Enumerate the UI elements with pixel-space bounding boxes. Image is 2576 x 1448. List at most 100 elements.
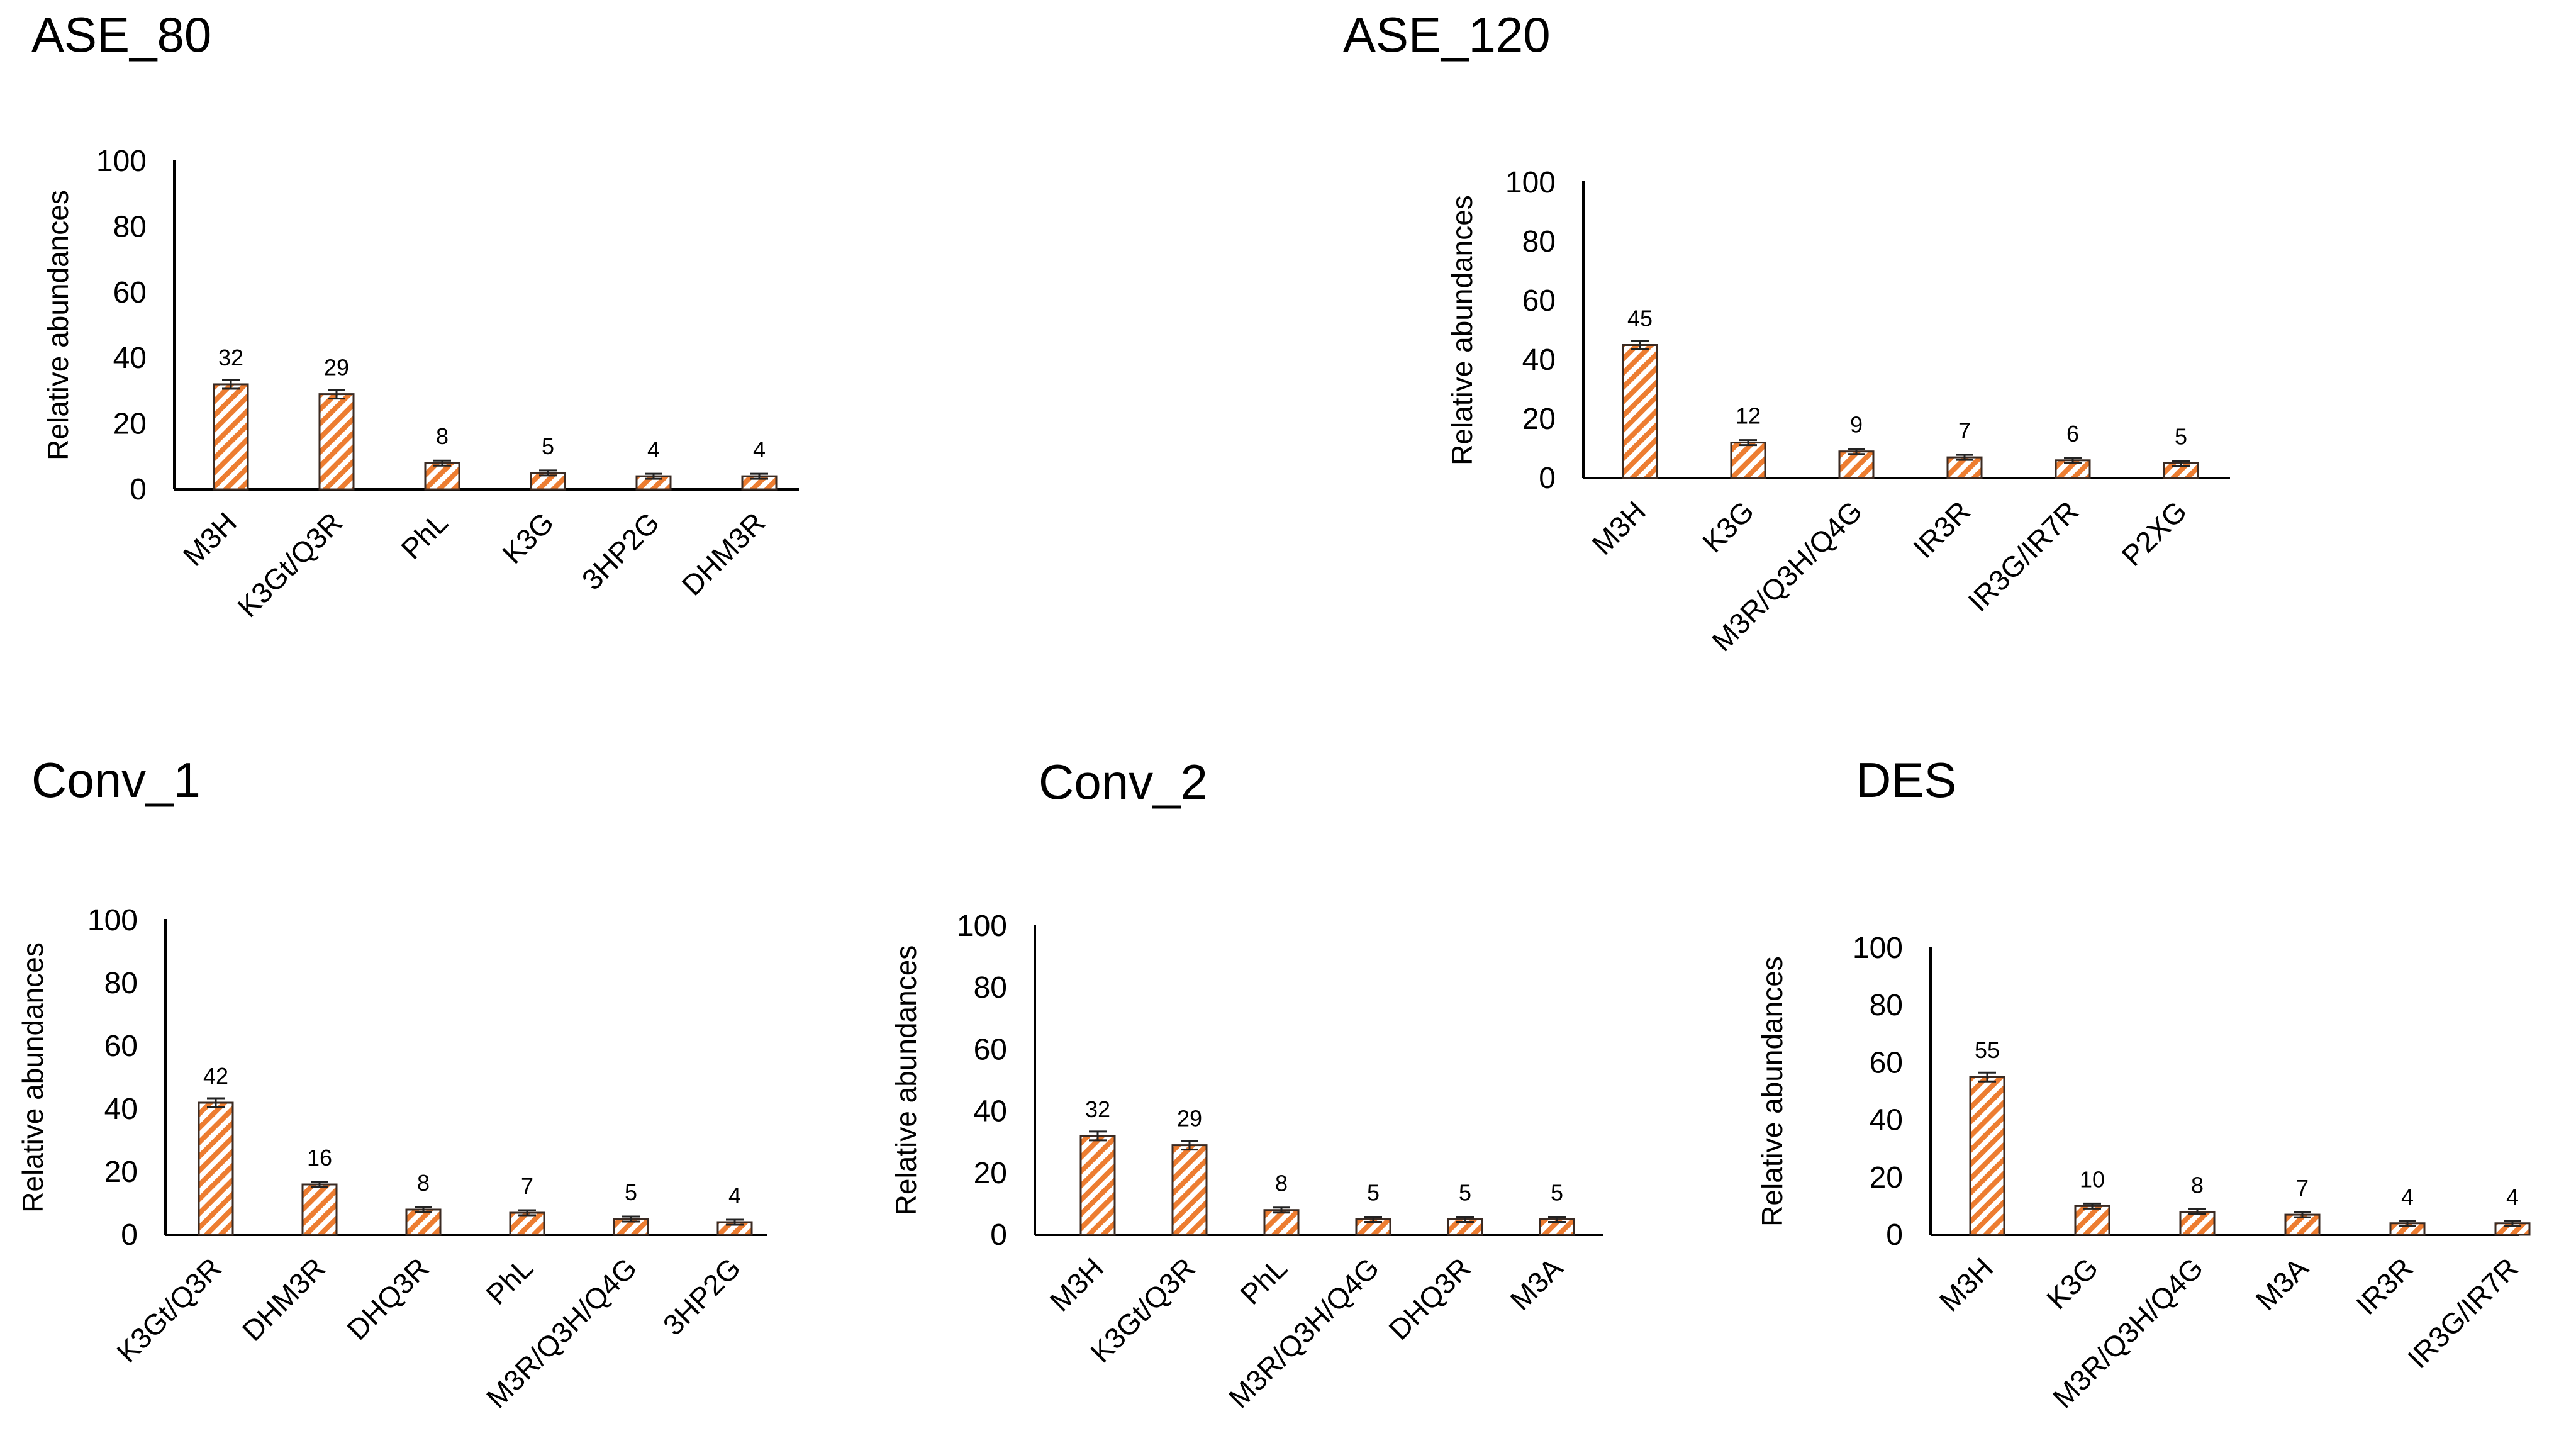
bar-k3gt-q3r xyxy=(198,1101,234,1236)
bar-m3h xyxy=(1622,344,1658,479)
x-tick-label: IR3R xyxy=(1907,494,1977,564)
y-tick-label: 20 xyxy=(104,1156,138,1189)
y-tick-label: 0 xyxy=(1539,462,1556,495)
bar-m3h xyxy=(1079,1135,1116,1236)
y-tick-label: 0 xyxy=(1886,1218,1903,1252)
x-tick-label: IR3R xyxy=(2350,1251,2419,1321)
data-label: 16 xyxy=(307,1145,332,1171)
chart-title: Conv_1 xyxy=(31,752,201,808)
chart-panel-4: Conv_2 0 20 40 60 80 100 Relative abundances 32 M… xyxy=(889,754,1603,1414)
y-tick-label: 60 xyxy=(113,276,147,309)
data-label: 12 xyxy=(1736,403,1761,429)
bar-dhm3r xyxy=(301,1183,338,1236)
x-tick-label: 3HP2G xyxy=(576,506,666,596)
y-tick-label: 100 xyxy=(96,145,147,178)
data-label: 4 xyxy=(2401,1184,2414,1210)
chart-panel-3: Conv_1 0 20 40 60 80 100 Relative abundances 42 K… xyxy=(16,752,767,1414)
y-tick-label: 20 xyxy=(113,408,147,441)
chart-panel-2: ASE_120 0 20 40 60 80 100 Relative abundances 45… xyxy=(1343,7,2230,657)
bar-k3gt-q3r xyxy=(1171,1144,1208,1236)
data-label: 5 xyxy=(2175,424,2187,450)
x-tick-label: K3Gt/Q3R xyxy=(231,506,348,623)
bar-phl xyxy=(424,462,460,491)
x-tick-label: P2XG xyxy=(2116,494,2194,572)
data-label: 6 xyxy=(2066,421,2079,447)
x-tick-label: 3HP2G xyxy=(657,1251,747,1341)
y-tick-label: 80 xyxy=(1870,989,1903,1022)
bar-k3g xyxy=(2074,1205,2110,1236)
x-tick-label: M3H xyxy=(1933,1251,1999,1317)
chart-title: Conv_2 xyxy=(1039,754,1208,810)
chart-panel-5: DES 0 20 40 60 80 100 Relative abundances 55 M3H 1… xyxy=(1756,752,2531,1414)
x-tick-label: K3Gt/Q3R xyxy=(110,1251,228,1369)
chart-title: ASE_120 xyxy=(1343,7,1551,62)
chart-title: DES xyxy=(1856,752,1956,808)
y-tick-label: 40 xyxy=(104,1093,138,1126)
y-tick-label: 60 xyxy=(1870,1046,1903,1079)
y-tick-label: 0 xyxy=(990,1218,1007,1252)
x-tick-label: DHQ3R xyxy=(1382,1251,1477,1346)
x-tick-label: K3G xyxy=(2040,1251,2104,1315)
y-axis-label: Relative abundances xyxy=(16,942,49,1213)
data-label: 8 xyxy=(417,1170,430,1196)
data-label: 5 xyxy=(1367,1179,1380,1205)
x-tick-label: M3H xyxy=(1044,1251,1110,1317)
chart-title: ASE_80 xyxy=(31,7,211,62)
data-label: 45 xyxy=(1627,306,1653,331)
data-label: 5 xyxy=(625,1179,637,1205)
bar-k3gt-q3r xyxy=(318,393,355,491)
data-label: 29 xyxy=(324,355,349,381)
data-label: 8 xyxy=(2191,1172,2204,1198)
data-label: 8 xyxy=(1275,1171,1288,1196)
y-axis-label: Relative abundances xyxy=(1446,195,1478,465)
x-tick-label: PhL xyxy=(394,506,454,565)
data-label: 5 xyxy=(542,433,554,459)
x-tick-label: DHM3R xyxy=(676,506,771,601)
data-label: 32 xyxy=(1085,1096,1110,1122)
y-tick-label: 40 xyxy=(113,342,147,375)
y-tick-label: 60 xyxy=(104,1030,138,1063)
x-tick-label: M3H xyxy=(177,506,243,572)
data-label: 42 xyxy=(203,1063,228,1089)
bar-k3g xyxy=(1730,442,1766,479)
y-tick-label: 100 xyxy=(957,910,1007,943)
y-tick-label: 80 xyxy=(974,971,1007,1005)
y-tick-label: 40 xyxy=(974,1095,1007,1128)
y-tick-label: 0 xyxy=(121,1218,138,1252)
y-tick-label: 40 xyxy=(1522,343,1556,377)
y-axis-label: Relative abundances xyxy=(1756,956,1788,1227)
y-tick-label: 0 xyxy=(130,473,147,506)
y-tick-label: 60 xyxy=(1522,284,1556,318)
bar-m3h xyxy=(1969,1076,2005,1236)
bar-phl xyxy=(509,1211,545,1236)
data-label: 4 xyxy=(728,1183,741,1208)
y-tick-label: 20 xyxy=(974,1157,1007,1190)
bar-m3r-q3h-q4g xyxy=(1838,450,1875,479)
y-tick-label: 40 xyxy=(1870,1104,1903,1137)
y-tick-label: 100 xyxy=(1853,932,1903,965)
data-label: 8 xyxy=(436,423,449,449)
y-tick-label: 80 xyxy=(104,967,138,1000)
bar-dhq3r xyxy=(405,1208,442,1236)
chart-panel-1: ASE_80 0 20 40 60 80 100 Relative abundances 32 M… xyxy=(31,7,799,623)
bar-phl xyxy=(1263,1209,1300,1236)
data-label: 4 xyxy=(2506,1184,2519,1210)
data-label: 7 xyxy=(1958,418,1971,443)
data-label: 7 xyxy=(2296,1175,2309,1201)
y-tick-label: 100 xyxy=(87,904,138,937)
x-tick-label: M3A xyxy=(1503,1251,1569,1317)
x-tick-label: IR3G/IR7R xyxy=(1961,494,2085,618)
data-label: 55 xyxy=(1975,1037,2000,1063)
data-label: 5 xyxy=(1551,1179,1563,1205)
y-tick-label: 20 xyxy=(1522,403,1556,436)
y-tick-label: 60 xyxy=(974,1033,1007,1066)
data-label: 32 xyxy=(218,345,243,370)
x-tick-label: K3G xyxy=(1696,494,1760,559)
bar-m3h xyxy=(213,383,249,491)
y-axis-label: Relative abundances xyxy=(42,190,74,460)
x-tick-label: PhL xyxy=(1234,1251,1293,1311)
y-tick-label: 80 xyxy=(1522,225,1556,259)
data-label: 9 xyxy=(1850,412,1863,438)
